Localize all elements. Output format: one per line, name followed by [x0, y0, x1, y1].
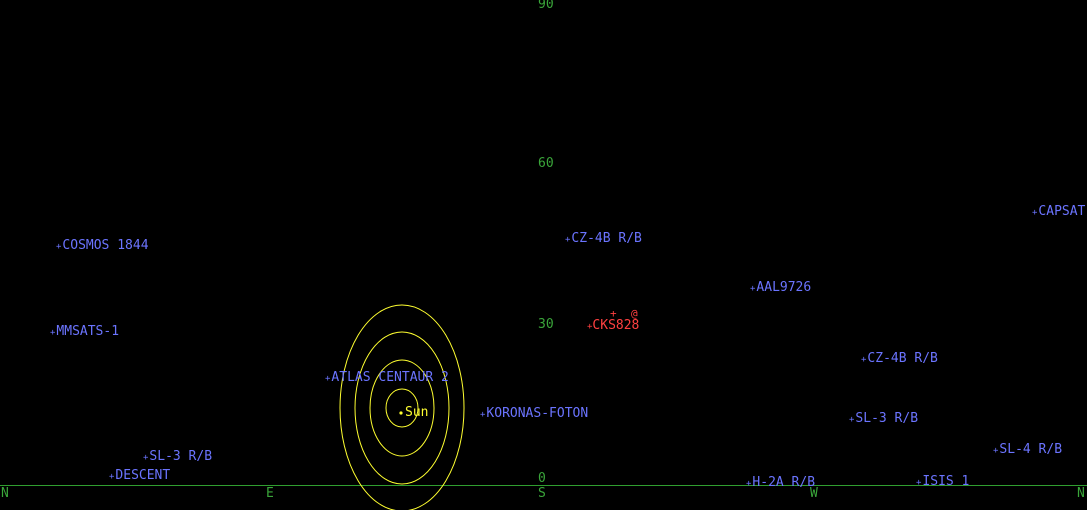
satellite-capsat[interactable]: CAPSAT: [1032, 205, 1085, 220]
satellite-mmsats-1[interactable]: MMSATS-1: [50, 325, 119, 340]
highlight-marker: @: [631, 307, 638, 320]
elevation-label-90: 90: [538, 0, 554, 12]
horizon-line: [0, 485, 1087, 486]
direction-north-left: N: [1, 486, 9, 501]
direction-south: S: [538, 486, 546, 501]
satellite-koronas-foton[interactable]: KORONAS-FOTON: [480, 407, 588, 422]
satellite-cks828[interactable]: +CKS828: [587, 318, 640, 333]
direction-west: W: [810, 486, 818, 501]
satellite-cz-4b-rb-west[interactable]: CZ-4B R/B: [861, 352, 937, 367]
sun-dot: [399, 411, 403, 415]
satellite-cosmos-1844[interactable]: COSMOS 1844: [56, 239, 148, 254]
satellite-atlas-centaur-2[interactable]: ATLAS CENTAUR 2: [325, 371, 448, 386]
elevation-label-30: 30: [538, 317, 554, 332]
direction-east: E: [266, 486, 274, 501]
satellite-descent[interactable]: DESCENT: [109, 469, 170, 484]
sun-ring-2: [369, 359, 435, 457]
sun-ring-1: [385, 388, 419, 428]
satellite-cz-4b-rb-south[interactable]: CZ-4B R/B: [565, 232, 641, 247]
satellite-aal9726[interactable]: AAL9726: [750, 281, 811, 296]
satellite-sl-3-rb-east[interactable]: SL-3 R/B: [143, 450, 212, 465]
satellite-h-2a-rb[interactable]: H-2A R/B: [746, 476, 815, 491]
satellite-sl-4-rb[interactable]: SL-4 R/B: [993, 443, 1062, 458]
elevation-label-60: 60: [538, 156, 554, 171]
satellite-isis-1[interactable]: ISIS 1: [916, 475, 969, 490]
sun-ring-4: [339, 304, 465, 510]
satellite-sl-3-rb-west[interactable]: SL-3 R/B: [849, 412, 918, 427]
direction-north-right: N: [1077, 486, 1085, 501]
sun-label[interactable]: Sun: [405, 405, 429, 420]
sun-ring-3: [354, 331, 450, 485]
highlight-tick: +: [610, 307, 617, 320]
elevation-label-0: 0: [538, 471, 546, 486]
